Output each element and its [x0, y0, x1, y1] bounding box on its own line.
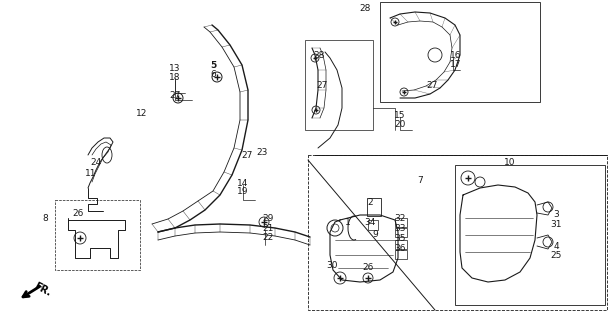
FancyBboxPatch shape	[380, 2, 540, 102]
Text: 17: 17	[450, 60, 462, 68]
Text: 24: 24	[90, 157, 101, 166]
Text: 27: 27	[426, 81, 437, 90]
Text: 34: 34	[364, 218, 376, 227]
Text: 31: 31	[551, 220, 562, 228]
Text: 16: 16	[450, 51, 462, 60]
Text: 26: 26	[72, 209, 84, 218]
Text: 27: 27	[169, 91, 181, 100]
Text: 2: 2	[367, 197, 373, 206]
Text: 8: 8	[42, 213, 48, 222]
Text: 10: 10	[504, 157, 516, 166]
Text: 19: 19	[237, 187, 249, 196]
FancyBboxPatch shape	[395, 240, 407, 249]
Text: 27: 27	[241, 150, 253, 159]
FancyBboxPatch shape	[455, 165, 605, 305]
Text: 27: 27	[316, 81, 327, 90]
Text: 28: 28	[359, 4, 371, 12]
Text: 7: 7	[417, 175, 423, 185]
Text: 13: 13	[169, 63, 181, 73]
Text: FR.: FR.	[32, 281, 53, 298]
Text: 22: 22	[262, 233, 274, 242]
FancyBboxPatch shape	[55, 200, 140, 270]
Text: 6: 6	[210, 69, 216, 78]
Text: 20: 20	[394, 119, 406, 129]
FancyBboxPatch shape	[305, 40, 373, 130]
Text: 11: 11	[86, 169, 97, 178]
Ellipse shape	[102, 147, 112, 163]
Text: 36: 36	[394, 244, 406, 252]
Text: 35: 35	[394, 234, 406, 243]
FancyBboxPatch shape	[367, 198, 381, 216]
Text: 33: 33	[394, 223, 406, 233]
FancyBboxPatch shape	[308, 155, 607, 310]
Text: 5: 5	[210, 60, 216, 69]
Text: 21: 21	[262, 223, 274, 233]
Text: 28: 28	[313, 51, 324, 60]
Text: 15: 15	[394, 110, 406, 119]
Text: 4: 4	[553, 242, 559, 251]
Text: 14: 14	[237, 179, 249, 188]
FancyBboxPatch shape	[395, 218, 407, 227]
Text: 32: 32	[394, 213, 406, 222]
Text: 30: 30	[326, 260, 338, 269]
Text: 29: 29	[262, 213, 274, 222]
FancyBboxPatch shape	[368, 220, 378, 230]
FancyBboxPatch shape	[395, 250, 407, 259]
Text: 9: 9	[372, 229, 378, 238]
Text: 12: 12	[136, 108, 148, 117]
Text: 26: 26	[362, 263, 374, 273]
FancyBboxPatch shape	[395, 228, 407, 237]
Text: 1: 1	[345, 218, 351, 227]
Text: 18: 18	[169, 73, 181, 82]
Text: 25: 25	[551, 252, 562, 260]
Text: 3: 3	[553, 210, 559, 219]
Text: 23: 23	[256, 148, 268, 156]
